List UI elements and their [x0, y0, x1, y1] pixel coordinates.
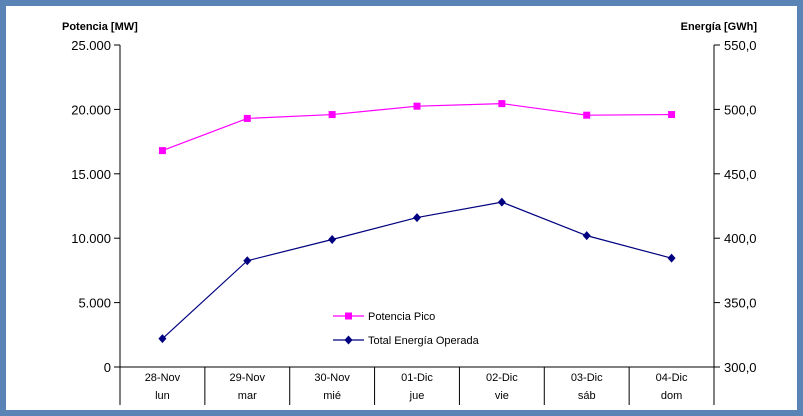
data-point-total-energia — [413, 213, 421, 223]
legend-label: Potencia Pico — [368, 311, 435, 323]
legend-marker-square — [345, 312, 352, 320]
category-label: 29-Nov — [230, 372, 266, 384]
y-left-axis-title: Potencia [MW] — [62, 21, 138, 33]
day-label: lun — [155, 390, 170, 402]
left-tick-label: 5.000 — [78, 296, 111, 311]
data-point-potencia-pico — [328, 111, 336, 119]
category-label: 04-Dic — [656, 372, 688, 384]
data-point-potencia-pico — [668, 111, 676, 119]
data-point-potencia-pico — [243, 114, 251, 122]
category-label: 02-Dic — [486, 372, 518, 384]
left-tick-label: 10.000 — [71, 231, 111, 246]
data-point-total-energia — [582, 231, 591, 241]
category-label: 01-Dic — [401, 372, 433, 384]
axes: 0 5.000 10.000 15.000 20.000 25.000 300,0 350,0… — [62, 21, 757, 405]
data-point-potencia-pico — [583, 111, 591, 119]
series-layer — [158, 100, 676, 344]
left-tick-label: 15.000 — [71, 167, 111, 182]
right-tick-label: 300,0 — [724, 360, 757, 375]
right-tick-label: 550,0 — [724, 38, 757, 53]
right-tick-label: 350,0 — [724, 296, 757, 311]
day-label: mié — [323, 390, 341, 402]
right-tick-label: 400,0 — [724, 231, 757, 246]
data-point-potencia-pico — [158, 147, 166, 155]
data-point-total-energia — [243, 256, 252, 266]
data-point-total-energia — [667, 253, 676, 263]
legend-marker-diamond — [344, 335, 353, 345]
day-label: vie — [495, 390, 509, 402]
data-point-total-energia — [497, 197, 506, 207]
data-point-total-energia — [158, 334, 167, 344]
data-point-potencia-pico — [413, 102, 421, 110]
left-tick-label: 20.000 — [71, 102, 111, 117]
day-label: dom — [661, 390, 682, 402]
y-right-axis-title: Energía [GWh] — [681, 21, 758, 33]
right-tick-label: 450,0 — [724, 167, 757, 182]
right-tick-label: 500,0 — [724, 102, 757, 117]
day-label: sáb — [578, 390, 596, 402]
category-label: 30-Nov — [314, 372, 350, 384]
legend: Potencia Pico Total Energía Operada — [333, 311, 480, 347]
day-label: jue — [409, 390, 425, 402]
data-point-potencia-pico — [498, 100, 506, 108]
day-label: mar — [238, 390, 257, 402]
series-line-1 — [162, 103, 672, 152]
data-point-total-energia — [328, 234, 337, 244]
left-tick-label: 25.000 — [71, 38, 111, 53]
category-label: 28-Nov — [145, 372, 181, 384]
legend-label: Total Energía Operada — [368, 335, 480, 347]
left-tick-label: 0 — [104, 360, 111, 375]
category-label: 03-Dic — [571, 372, 603, 384]
